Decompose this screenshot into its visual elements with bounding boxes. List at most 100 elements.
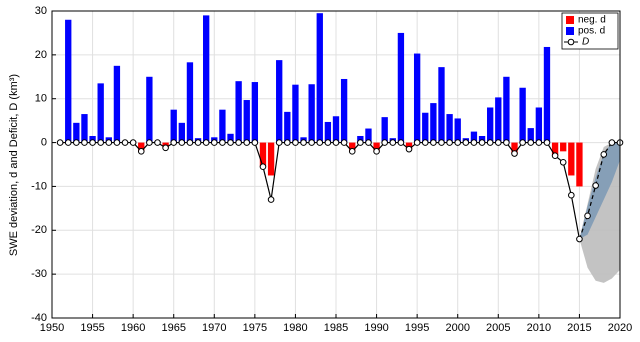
deficit-marker <box>373 148 380 155</box>
bar <box>316 13 323 143</box>
deficit-marker <box>543 139 551 146</box>
deficit-marker <box>357 139 364 146</box>
deficit-marker <box>381 139 388 146</box>
bar <box>73 122 80 143</box>
deficit-marker <box>478 139 486 146</box>
bar <box>276 60 283 143</box>
deficit-marker <box>105 139 113 146</box>
deficit-marker <box>129 139 137 146</box>
bar <box>178 122 185 143</box>
bar <box>519 87 526 143</box>
deficit-marker <box>462 139 470 146</box>
x-tick-label: 1960 <box>121 322 145 334</box>
legend-label: D <box>582 37 589 48</box>
bar <box>243 100 250 143</box>
deficit-marker <box>178 139 186 146</box>
x-tick-label: 1990 <box>364 322 388 334</box>
x-tick-label: 1970 <box>202 322 226 334</box>
deficit-marker <box>121 139 129 146</box>
deficit-marker <box>486 139 494 146</box>
bar <box>365 128 372 143</box>
deficit-marker <box>56 139 64 146</box>
deficit-marker <box>551 152 559 160</box>
bar <box>138 142 145 152</box>
bar <box>81 114 88 143</box>
y-tick-label: -10 <box>31 180 47 192</box>
y-tick-label: 10 <box>35 93 47 105</box>
bar <box>65 19 72 143</box>
deficit-marker <box>527 139 535 146</box>
deficit-marker <box>194 139 202 146</box>
bar <box>535 107 543 143</box>
legend-label: pos. d <box>578 26 605 37</box>
bar <box>560 142 567 152</box>
bar <box>568 142 575 176</box>
bar <box>308 84 315 143</box>
bar <box>551 142 559 156</box>
bar <box>381 117 388 143</box>
bar <box>422 112 429 143</box>
bar <box>430 103 437 143</box>
bar <box>543 46 551 143</box>
bar <box>373 142 380 152</box>
deficit-marker <box>600 151 608 158</box>
deficit-marker <box>64 139 72 146</box>
legend-label: neg. d <box>578 15 606 26</box>
deficit-marker <box>454 139 462 146</box>
x-tick-label: 1980 <box>283 322 307 334</box>
deficit-marker <box>535 139 543 146</box>
plot-frame <box>51 10 621 319</box>
x-tick-label: 2010 <box>527 322 551 334</box>
deficit-marker <box>332 139 340 146</box>
x-tick-label: 2000 <box>445 322 469 334</box>
legend-marker <box>567 38 575 46</box>
deficit-marker <box>137 148 145 155</box>
deficit-marker <box>267 196 275 203</box>
deficit-marker <box>219 139 226 146</box>
deficit-marker <box>73 139 80 146</box>
deficit-marker <box>438 139 445 146</box>
bar <box>259 142 267 167</box>
y-tick-label: 0 <box>41 136 47 148</box>
bar <box>113 65 121 143</box>
deficit-marker <box>210 139 218 146</box>
bar <box>267 142 275 176</box>
deficit-marker <box>494 139 502 146</box>
deficit-marker <box>251 139 259 146</box>
deficit-marker <box>162 144 169 152</box>
deficit-marker <box>235 139 242 146</box>
deficit-marker <box>284 139 291 146</box>
x-tick-label: 1995 <box>405 322 429 334</box>
bar <box>332 116 340 143</box>
bar <box>284 111 291 143</box>
y-tick-label: 30 <box>35 5 47 17</box>
deficit-marker <box>89 139 96 146</box>
x-tick-label: 1985 <box>324 322 348 334</box>
y-tick-label: 20 <box>35 49 47 61</box>
x-tick-label: 1955 <box>80 322 104 334</box>
deficit-marker <box>592 182 599 189</box>
y-tick-label: -30 <box>31 268 47 280</box>
deficit-marker <box>324 139 332 146</box>
deficit-projection-line <box>578 141 620 240</box>
bar <box>349 142 356 152</box>
x-tick-label: 1975 <box>243 322 267 334</box>
deficit-marker <box>365 139 372 146</box>
y-tick-label: -20 <box>31 224 47 236</box>
deficit-marker <box>259 163 267 170</box>
deficit-marker <box>405 145 413 153</box>
bar <box>446 114 453 143</box>
deficit-marker <box>316 139 324 146</box>
bar <box>170 109 177 143</box>
bar <box>487 107 494 143</box>
bar <box>227 133 234 143</box>
bar <box>219 109 226 143</box>
deficit-marker <box>568 191 575 199</box>
deficit-marker <box>300 139 307 146</box>
deficit-marker <box>202 139 210 146</box>
bar <box>324 121 332 143</box>
bar <box>397 32 405 143</box>
deficit-marker <box>503 139 510 146</box>
bar <box>495 97 502 143</box>
